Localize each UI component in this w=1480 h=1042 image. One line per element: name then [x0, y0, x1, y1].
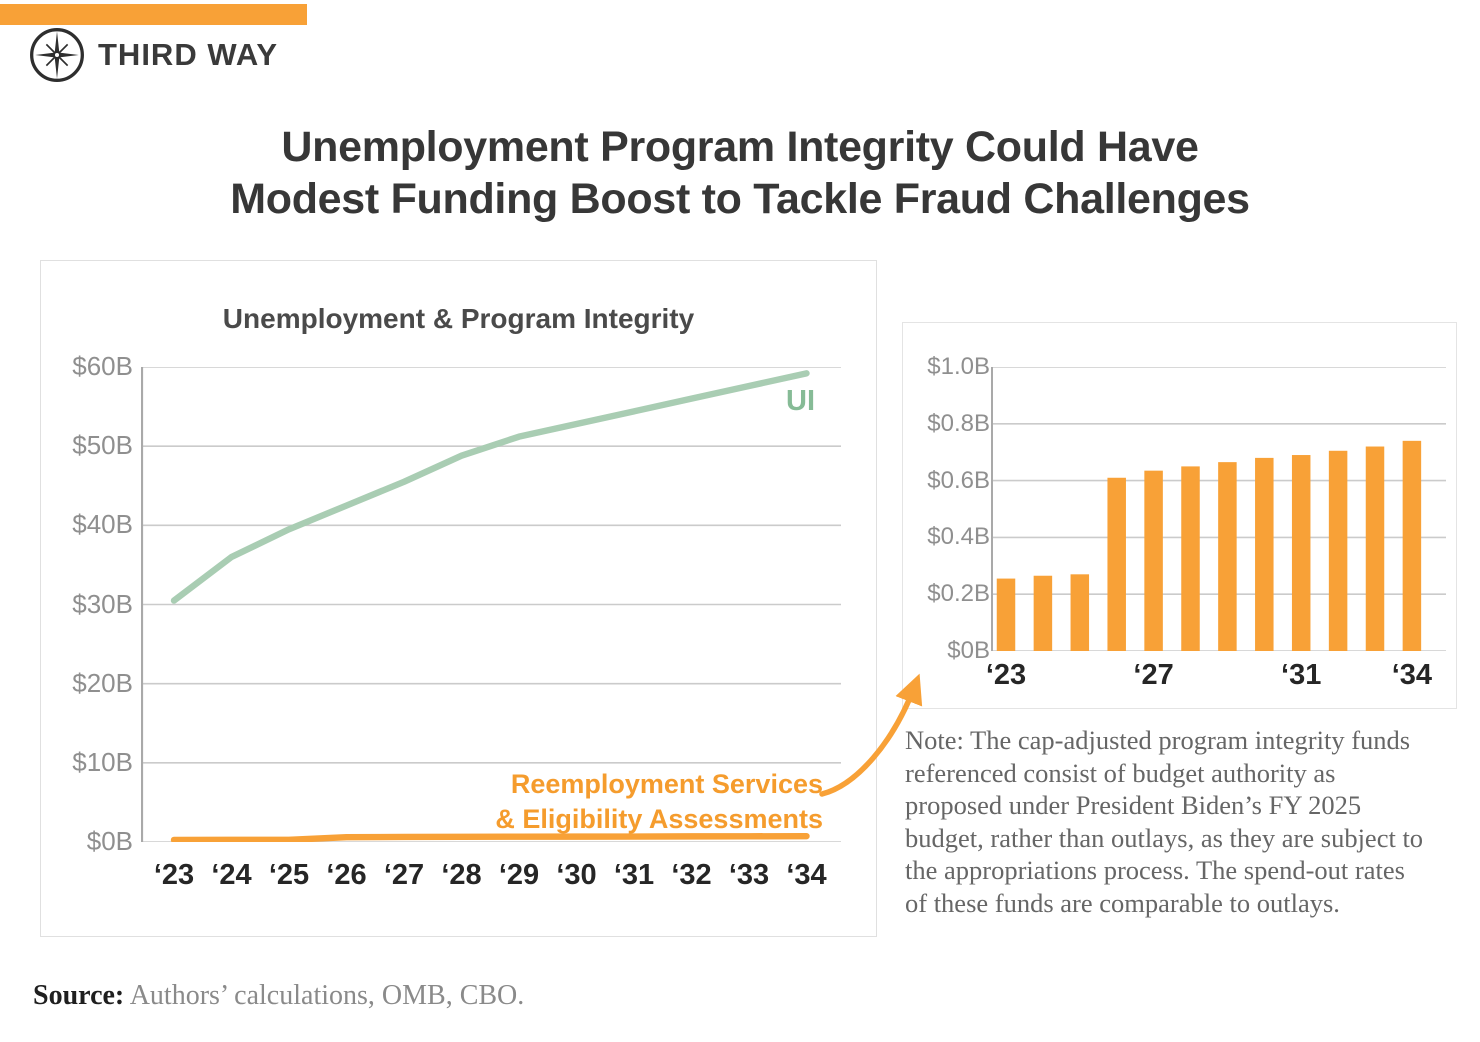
- brand-name: THIRD WAY: [98, 37, 279, 72]
- y-tick-label: $20B: [72, 667, 133, 698]
- y-tick-label: $60B: [72, 351, 133, 381]
- bar: [1291, 455, 1311, 651]
- x-tick-label: ‘32: [671, 859, 712, 891]
- x-tick-label: ‘34: [1391, 659, 1433, 691]
- y-tick-label: $40B: [72, 509, 133, 540]
- page-title: Unemployment Program Integrity Could Hav…: [0, 122, 1480, 225]
- y-tick-label: $30B: [72, 588, 133, 619]
- main-chart-card: Unemployment & Program Integrity $60B $50…: [40, 260, 877, 937]
- main-plot-area: [141, 367, 841, 842]
- bar: [1144, 470, 1163, 651]
- bar: [1255, 457, 1274, 651]
- source-line: Source: Authors’ calculations, OMB, CBO.: [33, 980, 524, 1012]
- y-tick-label: $1.0B: [927, 353, 990, 380]
- y-tick-label: $10B: [72, 746, 133, 777]
- y-tick-label: $0.8B: [927, 409, 990, 437]
- main-x-axis-labels: ‘23 ‘24 ‘25 ‘26 ‘27 ‘28 ‘29 ‘30 ‘31 ‘32 ‘33 ‘34: [141, 859, 841, 901]
- y-tick-label: $0.6B: [927, 466, 990, 494]
- bar: [996, 578, 1016, 651]
- inset-chart-card: $1.0B $0.8B $0.6B $0.4B $0.2B $0B ‘23 ‘27 ‘31 ‘3…: [902, 322, 1457, 709]
- x-tick-label: ‘25: [268, 859, 310, 891]
- bar: [1181, 466, 1200, 651]
- x-tick-label: ‘27: [1133, 659, 1174, 691]
- bar: [1328, 450, 1348, 651]
- ui-series-label: UI: [786, 385, 815, 417]
- x-tick-label: ‘26: [326, 859, 367, 891]
- bar: [1402, 440, 1422, 651]
- note-text: Note: The cap-adjusted program integrity…: [905, 725, 1424, 918]
- x-tick-label: ‘34: [786, 859, 827, 891]
- main-y-axis-labels: $60B $50B $40B $30B $20B $10B $0B: [41, 261, 136, 936]
- x-tick-label: ‘23: [153, 859, 195, 891]
- ui-line: [170, 370, 810, 604]
- x-tick-label: ‘27: [383, 859, 425, 891]
- brand-logo: THIRD WAY: [28, 26, 278, 84]
- resea-line: [170, 832, 810, 842]
- x-tick-label: ‘29: [498, 859, 540, 891]
- page-title-line-2: Modest Funding Boost to Tackle Fraud Cha…: [230, 174, 1250, 223]
- x-tick-label: ‘28: [441, 859, 482, 891]
- y-tick-label: $0B: [86, 826, 133, 856]
- inset-plot-area: [991, 367, 1446, 651]
- x-tick-label: ‘23: [985, 659, 1027, 691]
- brand-accent-bar: [0, 4, 307, 25]
- x-tick-label: ‘31: [1281, 659, 1322, 691]
- inset-y-axis-labels: $1.0B $0.8B $0.6B $0.4B $0.2B $0B: [903, 323, 998, 708]
- compass-icon: [30, 28, 84, 82]
- resea-label-line-2: & Eligibility Assessments: [495, 804, 823, 835]
- bar: [1365, 446, 1385, 651]
- bar: [1218, 462, 1237, 651]
- x-tick-label: ‘33: [728, 859, 770, 891]
- bar: [1033, 575, 1053, 651]
- source-text: Authors’ calculations, OMB, CBO.: [124, 980, 525, 1011]
- resea-series-label: Reemployment Services & Eligibility Asse…: [495, 767, 823, 837]
- bar: [1070, 574, 1090, 651]
- bar: [1107, 477, 1126, 651]
- callout-arrow-icon: [819, 673, 923, 797]
- x-tick-label: ‘24: [211, 859, 252, 891]
- source-label: Source:: [33, 980, 125, 1011]
- x-tick-label: ‘30: [556, 859, 597, 891]
- page-title-line-1: Unemployment Program Integrity Could Hav…: [281, 123, 1199, 171]
- main-chart-title: Unemployment & Program Integrity: [222, 303, 695, 334]
- inset-x-axis-labels: ‘23 ‘27 ‘31 ‘34: [986, 659, 1446, 701]
- y-tick-label: $0B: [947, 637, 990, 664]
- y-tick-label: $50B: [72, 430, 133, 461]
- y-tick-label: $0.4B: [927, 523, 990, 551]
- y-tick-label: $0.2B: [927, 580, 990, 608]
- resea-label-line-1: Reemployment Services: [510, 769, 823, 799]
- x-tick-label: ‘31: [613, 859, 655, 891]
